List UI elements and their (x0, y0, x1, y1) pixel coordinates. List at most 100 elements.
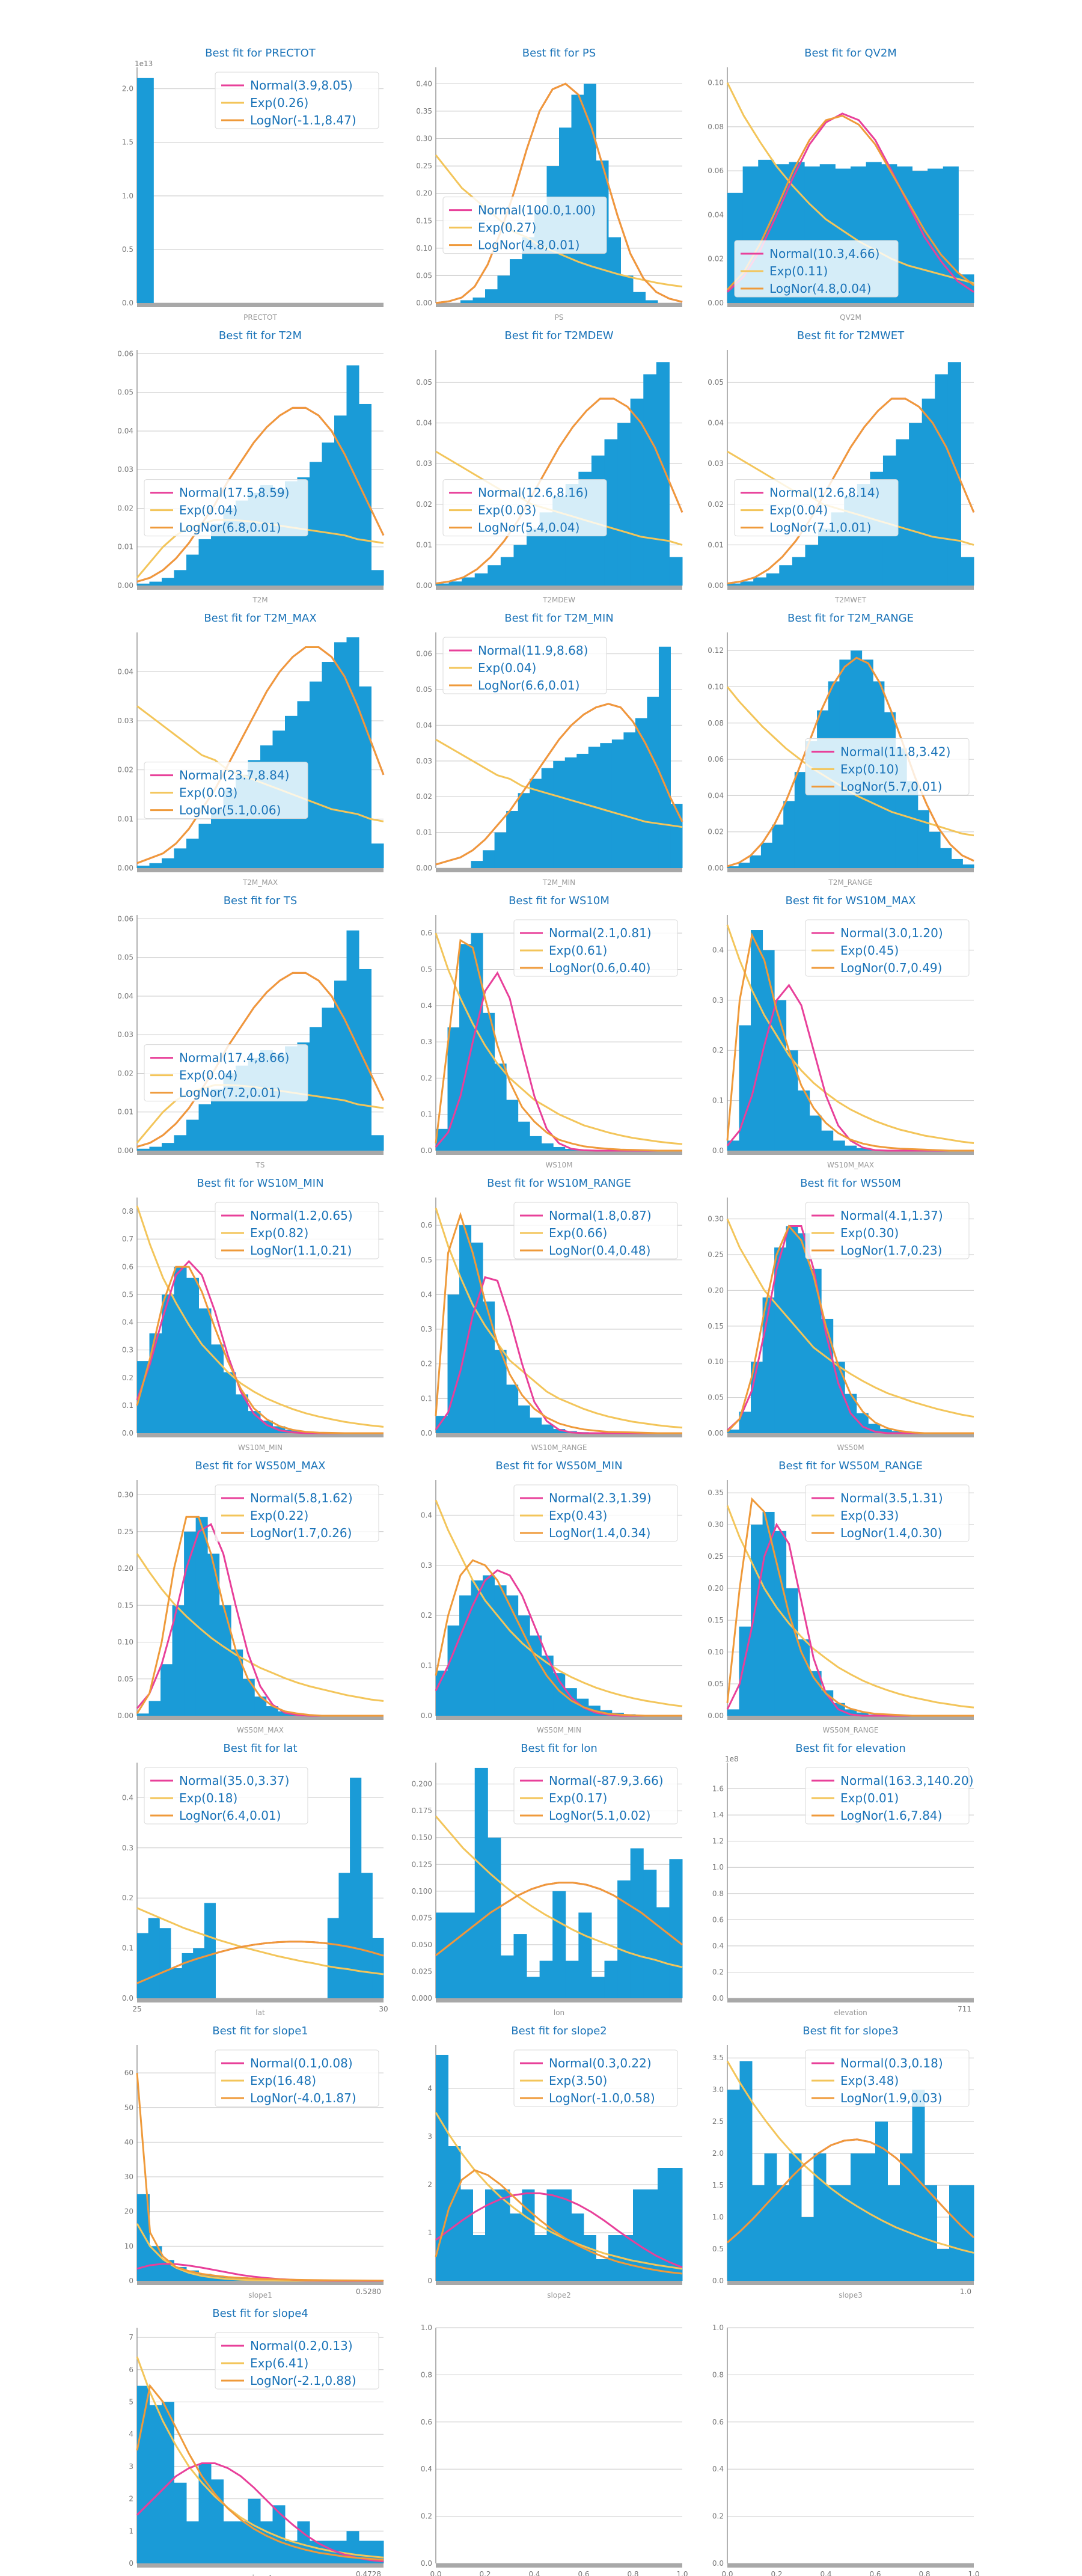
histogram-bar (497, 2189, 510, 2281)
y-tick-label: 0.0 (712, 2559, 724, 2568)
y-tick-label: 0.02 (416, 500, 432, 509)
histogram-bar (752, 2185, 765, 2281)
y-tick-label: 6 (129, 2366, 133, 2374)
lognorm-fit-curve (435, 1211, 682, 1434)
histogram-bar (186, 554, 199, 586)
y-tick-label: 0.1 (421, 1394, 432, 1403)
histogram-bar (483, 850, 495, 868)
lognorm-fit-curve (726, 932, 974, 1152)
histogram-bar (935, 374, 949, 586)
y-tick-label: 0.175 (412, 1807, 432, 1815)
x-axis-label: slope4 (248, 2574, 272, 2576)
histogram-bar (658, 646, 671, 868)
subplot-6: Best fit for T2MWET 0.00 0.01 0.02 0.03 0.04 0… (708, 329, 975, 604)
x-axis-label: WS10M_MIN (238, 1443, 283, 1452)
legend-normal-label: Normal(0.2,0.13) (250, 2339, 353, 2353)
histogram-bar (760, 842, 773, 868)
legend-box (805, 1767, 970, 1825)
histogram-bar (494, 1350, 507, 1433)
legend-normal-label: Normal(17.5,8.59) (179, 486, 289, 500)
y-tick-label: 0.5 (421, 1256, 432, 1264)
histogram-bar (539, 1960, 553, 1998)
histogram-bar (727, 866, 739, 868)
y-tick-label: 0.4 (712, 2465, 724, 2473)
lognorm-fit-curve (136, 971, 385, 1148)
y-tick-label: 0.02 (416, 792, 432, 801)
subplot-title: Best fit for slope4 (212, 2307, 308, 2320)
histogram-bar (248, 2498, 261, 2563)
exp-fit-curve (435, 2112, 683, 2270)
histogram-bar (359, 686, 371, 868)
histogram-bar (576, 753, 589, 868)
x-axis-label: lat (255, 2008, 265, 2017)
histogram-bar (727, 1430, 740, 1433)
lognorm-fit-curve (727, 656, 974, 867)
legend-normal-label: Normal(-87.9,3.66) (549, 1773, 664, 1788)
y-tick-label: 0.01 (708, 540, 724, 549)
histogram-bar (809, 1268, 822, 1433)
y-tick-label: 0.04 (708, 210, 724, 219)
histogram-bar (929, 831, 941, 868)
legend-box (513, 2049, 678, 2107)
subplot-9: Best fit for T2M_RANGE 0.00 0.02 0.04 0.06 0.… (708, 612, 974, 887)
legend-exp-label: Exp(0.01) (840, 1791, 899, 1805)
legend-box (513, 1202, 678, 1259)
lognorm-fit-curve (435, 703, 683, 866)
histogram-bar (137, 2385, 150, 2563)
histogram-bar (448, 2146, 461, 2281)
x-tick-label: 0.5280 (356, 2287, 381, 2296)
y-tick-label: 0.05 (416, 685, 432, 694)
histogram-bar (334, 981, 347, 1151)
histogram-bar (518, 1615, 530, 1716)
subplot-title: Best fit for PRECTOT (205, 47, 316, 60)
y-tick-label: 0.02 (117, 504, 133, 512)
y-tick-label: 0.6 (122, 1262, 133, 1271)
histogram-bar (474, 573, 488, 586)
histogram-bar (833, 1140, 845, 1151)
histogram-bar (159, 1928, 171, 1998)
y-tick-label: 20 (124, 2207, 133, 2216)
y-tick-label: 0.20 (708, 1584, 724, 1592)
legend: Normal(10.3,4.66) Exp(0.11) LogNor(4.8,0.0… (734, 240, 899, 298)
histogram-bar (346, 365, 359, 586)
histogram-bar (198, 2274, 212, 2281)
legend-lognorm-label: LogNor(1.7,0.26) (250, 1526, 352, 1540)
legend: Normal(0.1,0.08) Exp(16.48) LogNor(-4.0,1.… (215, 2049, 379, 2107)
y-tick-label: 0.08 (708, 719, 724, 727)
y-tick-label: 50 (124, 2103, 133, 2112)
histogram-bar (500, 557, 514, 586)
x-tick-label: 0.4 (528, 2570, 540, 2576)
subplot-title: Best fit for lon (521, 1742, 598, 1755)
legend-box (734, 240, 899, 298)
lognorm-fit-curve (435, 82, 683, 304)
histogram-bar (564, 757, 577, 868)
histogram-bar (483, 1301, 495, 1433)
legend-lognorm-label: LogNor(0.7,0.49) (840, 961, 942, 975)
x-tick-label: 0.6 (869, 2570, 881, 2576)
histogram-bar (943, 166, 959, 303)
x-axis (137, 1998, 384, 2002)
histogram-bar (162, 1143, 174, 1151)
lognorm-fit-curve (136, 406, 385, 583)
histogram-bar (617, 423, 631, 586)
x-axis-label: TS (255, 1161, 265, 1169)
y-tick-label: 0.05 (117, 388, 133, 397)
y-tick-label: 0.05 (416, 378, 432, 387)
histogram-bar (762, 950, 775, 1151)
y-tick-label: 0.2 (122, 1894, 133, 1902)
y-tick-label: 0.00 (416, 864, 432, 872)
histogram-bar (472, 2235, 486, 2281)
y-tick-label: 0.1 (712, 1097, 724, 1105)
y-tick-label: 0.0 (122, 1429, 133, 1437)
x-axis (137, 868, 384, 872)
histogram-bar (896, 439, 909, 586)
legend-normal-label: Normal(3.5,1.31) (840, 1491, 943, 1505)
histogram-bar (447, 1625, 460, 1716)
x-tick-label: 0.0 (430, 2570, 441, 2576)
x-axis-label: lon (554, 2008, 564, 2017)
exp-fit-curve (726, 925, 974, 1144)
y-tick-label: 0.30 (117, 1491, 133, 1499)
x-axis (436, 586, 682, 590)
y-tick-label: 40 (124, 2138, 133, 2146)
legend-normal-label: Normal(23.7,8.84) (179, 768, 289, 783)
